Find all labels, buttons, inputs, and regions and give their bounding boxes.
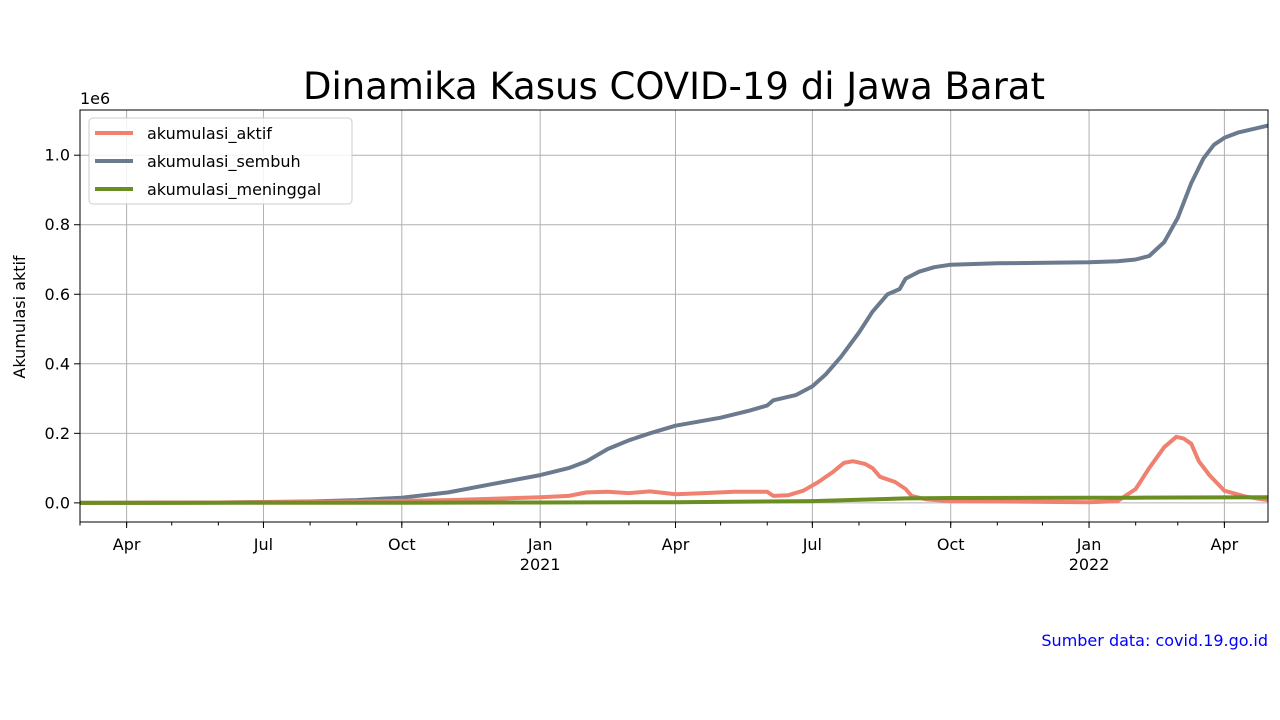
legend: akumulasi_aktif akumulasi_sembuh akumulasi… [88,117,353,205]
x-tick-label: Jan [1076,535,1102,554]
legend-box [88,117,353,205]
chart-title: Dinamika Kasus COVID-19 di Jawa Barat [303,65,1045,108]
source-note: Sumber data: covid.19.go.id [1041,631,1268,650]
y-tick-label: 0.0 [45,493,70,512]
x-tick-year-label: 2022 [1069,555,1110,574]
x-tick-label: Apr [662,535,690,554]
x-tick-label: Oct [937,535,965,554]
x-tick-label: Oct [388,535,416,554]
y-tick-label: 1.0 [45,146,70,165]
plot-frame [79,109,1269,523]
x-tick-label: Jul [802,535,822,554]
y-tick-label: 0.8 [45,215,70,234]
series-line-akumulasi_aktif [79,434,1269,505]
x-tick-label: Jan [527,535,553,554]
y-tick-label: 0.2 [45,424,70,443]
legend-label: akumulasi_sembuh [147,152,301,172]
y-tick-label: 0.4 [45,354,70,373]
x-tick-label: Apr [1211,535,1239,554]
series-line-akumulasi_sembuh [79,123,1269,505]
legend-label: akumulasi_meninggal [147,180,321,200]
y-axis-label: Akumulasi aktif [10,255,29,378]
x-tick-label: Apr [113,535,141,554]
y-tick-label: 0.6 [45,285,70,304]
x-tick-year-label: 2021 [520,555,561,574]
x-tick-label: Jul [253,535,273,554]
y-multiplier-label: 1e6 [80,89,110,108]
series-lines [79,123,1269,505]
series-line-akumulasi_meninggal [79,495,1269,505]
legend-label: akumulasi_aktif [147,124,272,144]
